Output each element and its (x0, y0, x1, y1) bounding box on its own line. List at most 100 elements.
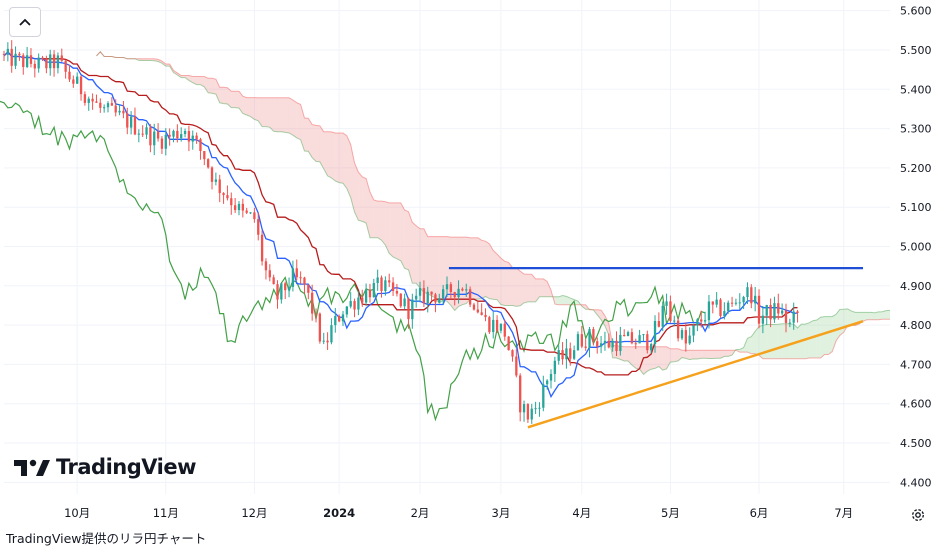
cloud-segment (705, 350, 709, 359)
candle (599, 335, 603, 354)
tenkan-sen-line (3, 50, 798, 399)
candle-body (361, 297, 364, 303)
candle (195, 132, 198, 144)
candle (106, 101, 110, 113)
cloud-segment (316, 125, 320, 162)
candle (311, 284, 314, 321)
cloud-segment (762, 324, 767, 359)
y-axis[interactable]: 5.600 5.500 5.400 5.300 5.200 5.100 5.000 4.900… (900, 5, 932, 490)
candle-body (391, 282, 395, 291)
candle-body (114, 105, 117, 113)
candle (345, 305, 348, 318)
candle (723, 302, 726, 320)
cloud-segment (878, 311, 883, 320)
candle-body (730, 302, 734, 304)
candle (703, 311, 707, 325)
candle-body (492, 319, 495, 333)
candle (183, 128, 187, 138)
candle-body (557, 350, 560, 361)
settings-button[interactable] (908, 505, 928, 525)
candle-body (268, 270, 271, 278)
candle (187, 125, 191, 152)
candle (665, 293, 668, 315)
candle-body (307, 284, 310, 293)
candle-body (465, 289, 468, 291)
cloud-segment (285, 97, 290, 134)
candle-body (318, 313, 322, 342)
candle-body (530, 408, 533, 420)
candle-body (661, 305, 664, 327)
candle (399, 293, 402, 308)
candle (10, 40, 13, 73)
candle-body (122, 110, 125, 114)
candle-body (792, 311, 795, 323)
candle-body (418, 288, 422, 296)
candle (241, 198, 244, 218)
y-tick-label: 5.000 (900, 241, 932, 254)
cloud-segment (404, 210, 409, 270)
cloud-segment (624, 346, 629, 362)
candle-body (341, 314, 345, 322)
y-tick-label: 4.600 (900, 398, 932, 411)
candle (384, 276, 387, 296)
candle-body (407, 298, 410, 320)
candle-body (25, 55, 29, 67)
candle (441, 284, 445, 305)
candle (168, 128, 171, 146)
candle-body (345, 306, 348, 315)
candle (661, 301, 664, 332)
candle-body (534, 408, 537, 410)
candle-body (380, 277, 383, 292)
candle-body (372, 283, 375, 298)
cloud-segment (809, 320, 813, 358)
candle (457, 280, 460, 304)
y-tick-label: 5.600 (900, 5, 932, 18)
candles (2, 40, 799, 424)
cloud-segment (358, 172, 363, 222)
cloud-segment (493, 250, 498, 300)
x-axis[interactable]: 10月 11月 12月 2024 2月 3月 4月 5月 6月 7月 (64, 506, 853, 520)
candle (276, 280, 279, 309)
candle (295, 259, 298, 281)
cloud-segment (281, 97, 286, 133)
candle-body (426, 291, 429, 304)
candle-body (449, 284, 453, 293)
candle (164, 128, 167, 156)
candle (129, 111, 133, 135)
candle (176, 124, 179, 143)
candle (626, 330, 630, 337)
cloud-segment (527, 274, 532, 302)
candle-body (457, 288, 460, 298)
candle-body (615, 340, 618, 352)
tradingview-logo[interactable]: TradingView (14, 455, 196, 479)
cloud-segment (643, 346, 648, 375)
cloud-segment (308, 118, 313, 158)
candle-body (526, 404, 530, 420)
candle-body (503, 323, 506, 337)
candle (191, 130, 194, 150)
cloud-segment (847, 308, 852, 326)
grid (4, 0, 890, 494)
candle (249, 212, 252, 215)
cloud-segment (447, 236, 451, 306)
candle-body (657, 320, 661, 327)
candle (137, 129, 140, 143)
candle (611, 338, 614, 352)
candle-body (522, 404, 526, 413)
candle (307, 284, 310, 300)
candle (750, 284, 753, 309)
cloud-segment (435, 236, 440, 304)
trend-lines[interactable] (448, 267, 864, 429)
candle (322, 332, 325, 345)
cloud-segment (828, 316, 833, 355)
cloud-segment (393, 202, 397, 259)
cloud-segment (223, 87, 228, 105)
candle (607, 333, 610, 349)
candle-body (638, 335, 641, 344)
candle-body (37, 57, 40, 69)
cloud-segment (516, 267, 521, 307)
collapse-button[interactable] (9, 7, 41, 37)
candle-body (210, 167, 214, 182)
support-trendline[interactable] (527, 320, 864, 429)
